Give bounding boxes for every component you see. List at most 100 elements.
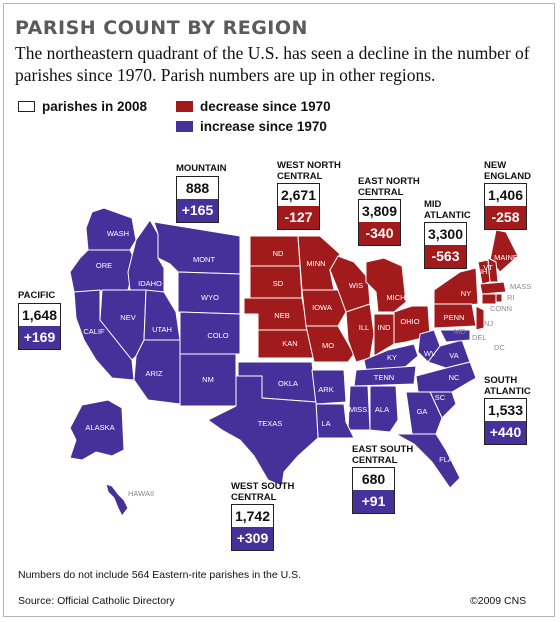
state-va (427, 339, 471, 369)
region-box-mid-atlantic: 3,300 -563 (424, 222, 467, 269)
legend-count: parishes in 2008 (18, 99, 147, 114)
region-count-south-atlantic: 1,533 (485, 399, 526, 421)
legend-increase-label: increase since 1970 (200, 119, 327, 134)
region-label-mountain: MOUNTAIN (176, 163, 227, 174)
region-count-mountain: 888 (177, 177, 218, 199)
label-md: MD (454, 327, 466, 336)
region-change-mid-atlantic: -563 (425, 245, 466, 268)
legend-count-label: parishes in 2008 (42, 99, 148, 114)
label-ala: ALA (375, 405, 389, 414)
region-label-mid-atlantic: MID ATLANTIC (424, 199, 471, 221)
region-count-west-south-central: 1,742 (232, 505, 273, 527)
state-iowa (301, 289, 347, 327)
state-hawaii (105, 483, 129, 517)
state-utah (143, 289, 181, 341)
label-conn: CONN (490, 304, 512, 313)
state-ny (433, 267, 479, 307)
state-calif (73, 289, 135, 381)
region-change-east-south-central: +91 (353, 490, 394, 513)
label-sd: SD (273, 279, 284, 288)
label-nc: NC (449, 373, 460, 382)
state-ark (311, 369, 347, 405)
state-conn (481, 293, 497, 305)
label-mont: MONT (193, 255, 215, 264)
label-nj: NJ (484, 319, 493, 328)
region-box-new-england: 1,406 -258 (484, 183, 527, 230)
region-box-west-north-central: 2,671 -127 (277, 183, 320, 230)
state-tenn (353, 365, 417, 387)
state-ala (369, 385, 399, 433)
label-minn: MINN (306, 259, 325, 268)
label-texas: TEXAS (258, 419, 283, 428)
graphic-frame (3, 3, 555, 617)
region-change-east-north-central: -340 (359, 222, 400, 245)
label-mich: MICH (386, 293, 405, 302)
label-ariz: ARIZ (145, 369, 163, 378)
label-mass: MASS (510, 282, 531, 291)
legend-swatch-count (18, 101, 35, 112)
label-calif: CALIF (83, 327, 105, 336)
region-label-south-atlantic: SOUTH ATLANTIC (484, 375, 531, 397)
label-ind: IND (378, 323, 392, 332)
region-label-new-england: NEW ENGLAND (484, 160, 531, 182)
state-alaska (69, 399, 125, 461)
label-utah: UTAH (152, 325, 172, 334)
region-box-mountain: 888 +165 (176, 176, 219, 223)
region-change-west-south-central: +309 (232, 527, 273, 550)
region-label-east-south-central: EAST SOUTH CENTRAL (352, 444, 414, 466)
label-nev: NEV (120, 313, 135, 322)
region-label-pacific: PACIFIC (18, 290, 56, 301)
region-label-west-north-central: WEST NORTH CENTRAL (277, 160, 341, 182)
legend-decrease: decrease since 1970 (176, 99, 331, 114)
region-box-south-atlantic: 1,533 +440 (484, 398, 527, 445)
label-colo: COLO (207, 331, 228, 340)
state-nj (475, 305, 485, 331)
region-count-new-england: 1,406 (485, 184, 526, 206)
state-md (439, 329, 471, 343)
graphic-title: PARISH COUNT BY REGION (15, 17, 308, 39)
region-change-south-atlantic: +440 (485, 421, 526, 444)
label-wv: WV (424, 349, 436, 358)
label-idaho: IDAHO (138, 279, 162, 288)
region-label-west-south-central: WEST SOUTH CENTRAL (231, 481, 295, 503)
state-ga (405, 391, 443, 435)
label-wis: WIS (349, 281, 363, 290)
region-count-east-north-central: 3,809 (359, 200, 400, 222)
label-penn: PENN (444, 313, 465, 322)
copyright: ©2009 CNS (470, 595, 527, 607)
label-del: DEL (472, 333, 487, 342)
label-sc: SC (435, 393, 446, 402)
graphic-subtitle: The northeastern quadrant of the U.S. ha… (15, 43, 530, 85)
state-mass (479, 281, 507, 295)
label-ore: ORE (96, 261, 112, 270)
region-count-west-north-central: 2,671 (278, 184, 319, 206)
label-ga: GA (417, 407, 428, 416)
region-box-pacific: 1,648 +169 (18, 303, 61, 350)
label-dc: DC (494, 343, 505, 352)
state-ore (69, 249, 137, 293)
label-kan: KAN (282, 339, 297, 348)
region-box-east-south-central: 680 +91 (352, 467, 395, 514)
state-idaho (127, 219, 165, 293)
label-vt: VT (483, 263, 493, 272)
legend-swatch-increase (176, 121, 193, 132)
label-miss: MISS (349, 405, 367, 414)
legend-decrease-label: decrease since 1970 (200, 99, 331, 114)
label-wyo: WYO (201, 293, 219, 302)
source-credit: Source: Official Catholic Directory (18, 595, 175, 607)
legend-swatch-decrease (176, 101, 193, 112)
label-va: VA (449, 351, 458, 360)
label-ny: NY (461, 289, 471, 298)
label-la: LA (321, 419, 330, 428)
region-box-east-north-central: 3,809 -340 (358, 199, 401, 246)
region-label-east-north-central: EAST NORTH CENTRAL (358, 176, 420, 198)
region-box-west-south-central: 1,742 +309 (231, 504, 274, 551)
label-ri: RI (507, 293, 515, 302)
label-ill: ILL (359, 323, 369, 332)
state-wash (85, 207, 137, 251)
label-alaska: ALASKA (85, 423, 114, 432)
state-fla (395, 433, 461, 489)
label-wash: WASH (107, 229, 129, 238)
label-ohio: OHIO (400, 317, 419, 326)
